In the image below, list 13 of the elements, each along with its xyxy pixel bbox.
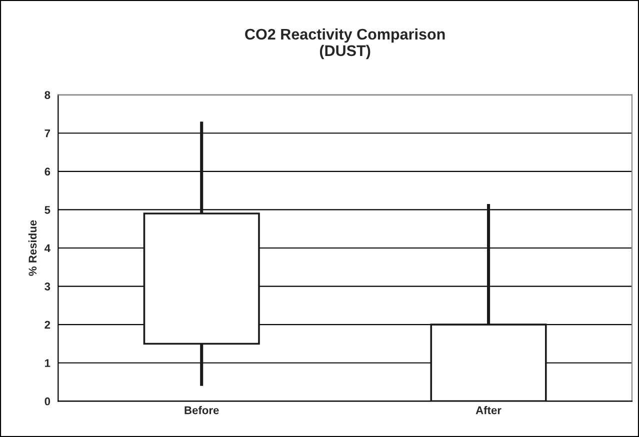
y-tick-label: 5 <box>44 206 50 214</box>
y-tick-label: 6 <box>44 168 50 176</box>
y-tick-label: 1 <box>45 359 50 367</box>
y-tick-label: 3 <box>44 282 50 290</box>
y-tick-label: 8 <box>44 91 50 99</box>
x-tick-label: Before <box>184 406 219 414</box>
y-axis-title: % Residue <box>28 220 37 276</box>
y-tick-label: 7 <box>44 130 50 138</box>
y-tick-label: 2 <box>44 320 50 329</box>
y-tick-label: 4 <box>44 244 50 252</box>
chart-title: CO2 Reactivity Comparison (DUST) <box>245 28 445 60</box>
x-tick-label: After <box>476 406 502 414</box>
y-tick-label: 0 <box>44 397 50 406</box>
